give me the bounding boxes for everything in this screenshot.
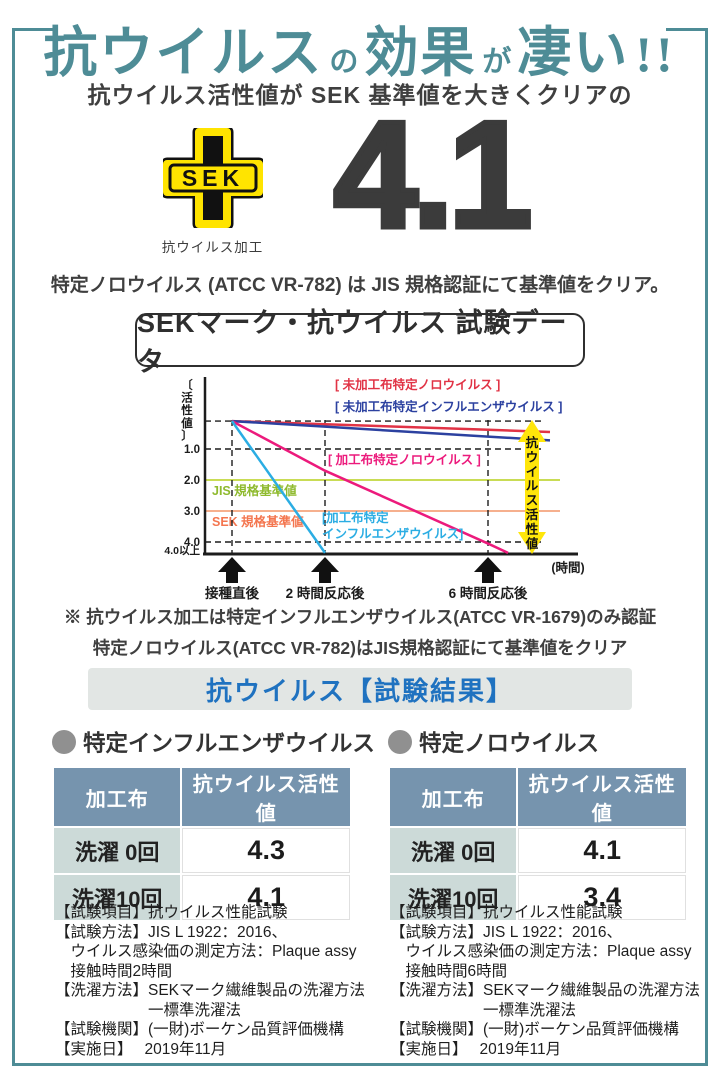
table-heading: 特定インフルエンザウイルス xyxy=(52,726,375,758)
x-axis-unit-label: (時間) xyxy=(551,560,584,575)
sek-caption: 抗ウイルス加工 xyxy=(161,240,264,255)
sek-cross-icon: SEK xyxy=(160,125,265,231)
frame-bottom-line xyxy=(12,1063,708,1066)
activity-range-arrow-label: イ xyxy=(526,465,539,479)
value-cell: 4.1 xyxy=(518,828,686,873)
y-axis-label: 性 xyxy=(181,403,193,417)
label-cell: 洗濯 0回 xyxy=(54,828,181,873)
y-axis-label: 〔 xyxy=(181,378,193,392)
x-marker-arrow-icon xyxy=(311,557,339,583)
result-table: 加工布 抗ウイルス活性値 洗濯 0回 4.3 洗濯10回 4.1 xyxy=(52,766,352,922)
reference-line-label: SEK 規格基準値 xyxy=(212,514,304,529)
label-cell: 洗濯10回 xyxy=(390,875,517,920)
label-cell: 洗濯 0回 xyxy=(390,828,517,873)
activity-range-arrow-icon xyxy=(518,420,546,554)
result-table: 加工布 抗ウイルス活性値 洗濯 0回 4.1 洗濯10回 3.4 xyxy=(388,766,688,922)
y-tick-label: 4.0以上 xyxy=(164,544,200,557)
x-marker-arrow-icon xyxy=(218,557,246,583)
y-tick-label: 1.0 xyxy=(184,444,200,456)
test-details-noro: 【試験項目】抗ウイルス性能試験 【試験方法】JIS L 1922：2016、 ウ… xyxy=(390,904,701,1058)
value-cell: 4.3 xyxy=(182,828,350,873)
table-row: 洗濯 0回 4.3 xyxy=(54,828,350,873)
series-legend-label: [ 未加工布特定ノロウイルス ] xyxy=(335,377,500,392)
y-axis-label: 活 xyxy=(181,391,193,405)
activity-range-arrow-label: 値 xyxy=(525,536,539,551)
result-block-influenza: 特定インフルエンザウイルス 加工布 抗ウイルス活性値 洗濯 0回 4.3 洗濯10回 4.… xyxy=(52,726,375,922)
table-heading-label: 特定インフルエンザウイルス xyxy=(83,731,375,756)
title-part: 抗ウイルス xyxy=(43,23,324,83)
label-cell: 洗濯10回 xyxy=(54,875,181,920)
series-line xyxy=(230,420,327,554)
series-legend-label: [ 加工布特定ノロウイルス ] xyxy=(328,452,481,467)
title-part: 凄い xyxy=(517,23,630,83)
frame-top-left-corner xyxy=(12,28,54,31)
note-line: 特定ノロウイルス(ATCC VR-782)はJIS規格認証にて基準値をクリア xyxy=(92,638,628,658)
value-cell: 3.4 xyxy=(518,875,686,920)
activity-range-arrow-label: ス xyxy=(526,494,539,508)
y-tick-label: 4.0 xyxy=(184,537,200,549)
series-line xyxy=(231,419,509,554)
note-line: ※ 抗ウイルス加工は特定インフルエンザウイルス(ATCC VR-1679)のみ認… xyxy=(63,607,657,627)
result-block-noro: 特定ノロウイルス 加工布 抗ウイルス活性値 洗濯 0回 4.1 洗濯10回 3.4 xyxy=(388,726,688,922)
frame-right-line xyxy=(705,28,708,1064)
bullet-circle-icon xyxy=(388,730,412,754)
y-tick-label: 2.0 xyxy=(184,475,200,487)
activity-value-big: 4.1 xyxy=(331,89,535,261)
column-header: 抗ウイルス活性値 xyxy=(518,768,686,826)
title-part: の xyxy=(329,46,359,78)
sek-mark: SEK 抗ウイルス加工 xyxy=(160,125,265,256)
bullet-circle-icon xyxy=(52,730,76,754)
value-cell: 4.1 xyxy=(182,875,350,920)
table-row: 洗濯 0回 4.1 xyxy=(390,828,686,873)
activity-range-arrow-label: ウ xyxy=(526,450,539,464)
y-tick-label: 3.0 xyxy=(184,506,200,518)
page-title: 抗ウイルス の 効果 が 凄い !! xyxy=(40,8,680,83)
title-exclamation: !! xyxy=(635,26,677,82)
series-legend-label: [ 未加工布特定インフルエンザウイルス ] xyxy=(335,399,562,414)
column-header: 抗ウイルス活性値 xyxy=(182,768,350,826)
y-axis-label: 値 xyxy=(180,416,193,430)
frame-left-line xyxy=(12,28,15,1064)
x-marker-arrow-icon xyxy=(474,557,502,583)
frame-top-right-corner xyxy=(666,28,708,31)
table-row: 洗濯10回 3.4 xyxy=(390,875,686,920)
title-part: が xyxy=(482,46,512,78)
activity-range-arrow-label: ル xyxy=(526,479,539,493)
reference-line-label: JIS 規格基準値 xyxy=(212,483,297,498)
chart-title: SEKマーク・抗ウイルス 試験データ xyxy=(135,308,585,377)
activity-range-arrow-label: 抗 xyxy=(526,435,539,450)
sek-logo-text: SEK xyxy=(181,165,243,191)
test-details-influenza: 【試験項目】抗ウイルス性能試験 【試験方法】JIS L 1922：2016、 ウ… xyxy=(55,904,366,1058)
chart-notes: ※ 抗ウイルス加工は特定インフルエンザウイルス(ATCC VR-1679)のみ認… xyxy=(0,602,720,664)
activity-range-arrow-label: 性 xyxy=(525,521,539,536)
series-legend-label: インフルエンザウイルス] xyxy=(322,527,463,541)
x-tick-label: 接種直後 xyxy=(205,585,259,601)
subtitle: 抗ウイルス活性値が SEK 基準値を大きくクリアの xyxy=(87,82,633,108)
series-legend-label: [加工布特定 xyxy=(322,510,389,525)
table-row: 洗濯10回 4.1 xyxy=(54,875,350,920)
table-heading: 特定ノロウイルス xyxy=(388,726,688,758)
column-header: 加工布 xyxy=(390,768,517,826)
certification-line: 特定ノロウイルス (ATCC VR-782) は JIS 規格認証にて基準値をク… xyxy=(50,275,670,296)
activity-range-arrow-label: 活 xyxy=(526,507,539,522)
chart-area: JIS 規格基準値 SEK 規格基準値接種直後 2 時間反応後 6 時間反応後 1.0 2… xyxy=(130,372,595,604)
x-tick-label: 6 時間反応後 xyxy=(449,585,528,601)
y-axis-label: 〕 xyxy=(181,428,193,442)
results-banner: 抗ウイルス【試験結果】 xyxy=(88,668,632,710)
table-heading-label: 特定ノロウイルス xyxy=(419,731,600,756)
series-line xyxy=(231,419,551,442)
x-tick-label: 2 時間反応後 xyxy=(286,585,365,601)
column-header: 加工布 xyxy=(54,768,181,826)
title-part: 効果 xyxy=(364,23,477,83)
